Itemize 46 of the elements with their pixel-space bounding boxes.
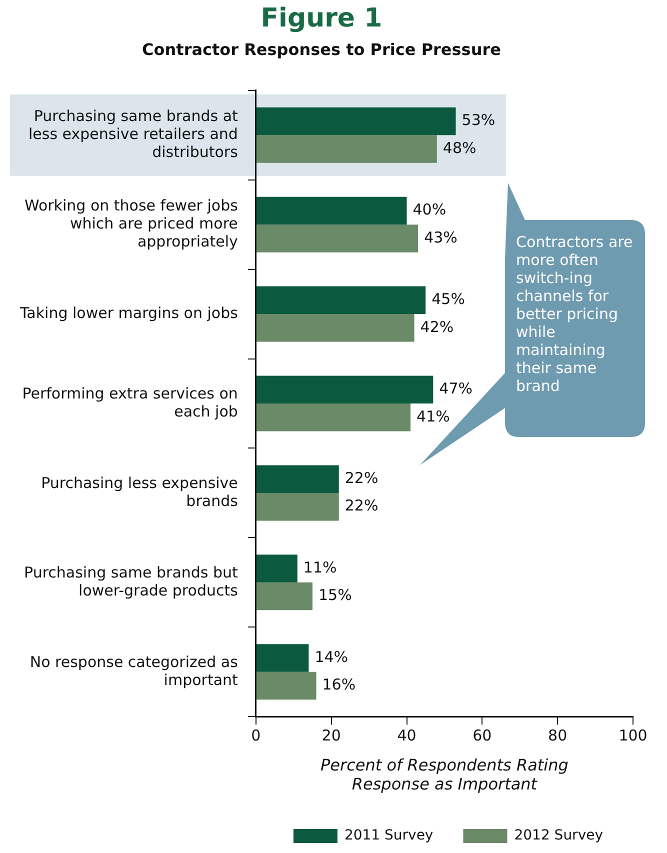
x-tick-label: 60	[472, 726, 492, 744]
y-tick-label: Taking lower margins on jobs	[18, 304, 238, 322]
y-tick-label: Purchasing less expensive brands	[41, 474, 238, 510]
bar	[256, 644, 309, 672]
data-label: 48%	[442, 138, 476, 157]
legend-label: 2012 Survey	[514, 828, 604, 844]
y-tick-label: Working on those fewer jobs which are priced more appropriately	[24, 196, 238, 250]
y-tick-label: No response categorized as important	[30, 652, 238, 689]
data-label: 45%	[432, 290, 465, 308]
bar	[256, 286, 426, 314]
x-tick-label: 0	[251, 726, 261, 744]
chart-subtitle: Contractor Responses to Price Pressure	[142, 40, 502, 59]
data-label: 22%	[344, 496, 378, 515]
data-label: 47%	[439, 380, 472, 398]
data-label: 11%	[303, 558, 337, 576]
bar	[256, 404, 411, 432]
y-tick-label: Performing extra services on each job	[22, 384, 238, 420]
x-tick-label: 40	[397, 726, 416, 744]
data-label: 43%	[424, 228, 458, 246]
data-label: 41%	[416, 407, 450, 426]
data-label: 14%	[314, 648, 348, 666]
bar	[256, 492, 339, 521]
x-tick-label: 100	[618, 726, 648, 744]
y-tick-label: Purchasing same brands at less expensive retailers and distributors	[28, 107, 238, 162]
data-label: 42%	[420, 318, 454, 336]
bar	[256, 196, 407, 225]
bar	[256, 465, 339, 493]
legend-label: 2011 Survey	[344, 828, 434, 844]
data-label: 15%	[318, 586, 352, 604]
chart-title: Figure 1	[260, 3, 382, 34]
bar	[256, 376, 434, 404]
data-label: 22%	[344, 468, 378, 487]
data-label: 53%	[462, 111, 496, 130]
bar	[256, 224, 418, 252]
data-label: 16%	[322, 676, 356, 694]
data-label: 40%	[412, 200, 446, 219]
bar	[256, 554, 298, 582]
x-tick-label: 20	[322, 726, 341, 744]
bar	[256, 582, 312, 610]
x-axis-title: Percent of Respondents Rating Response as Important	[320, 755, 568, 794]
bar	[256, 314, 414, 342]
y-tick-label: Purchasing same brands but lower-grade products	[24, 563, 238, 600]
x-tick-label: 80	[548, 726, 568, 744]
bar	[256, 107, 456, 136]
bar	[256, 672, 316, 700]
bar	[256, 135, 437, 163]
